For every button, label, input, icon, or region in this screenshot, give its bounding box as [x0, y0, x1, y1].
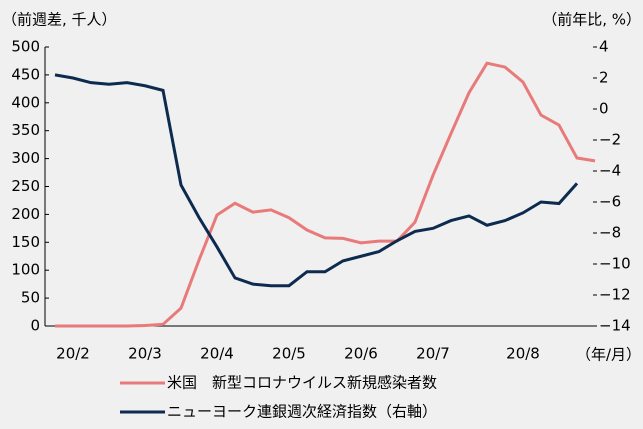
y-tick-label: 50 — [21, 289, 40, 307]
y2-tick-label: −10 — [599, 255, 631, 273]
y-tick-label: 300 — [11, 149, 40, 167]
y2-tick-label: −8 — [599, 224, 621, 242]
y-tick-label: 0 — [30, 317, 40, 335]
y2-axis-title: （前年比, %） — [542, 11, 641, 29]
y-tick-label: 450 — [11, 65, 40, 83]
y-tick-label: 400 — [11, 93, 40, 111]
legend-label: ニューヨーク連銀週次経済指数（右軸） — [167, 403, 437, 421]
x-tick-label: 20/3 — [128, 345, 162, 363]
x-tick-label: 20/4 — [200, 345, 234, 363]
x-tick-label: 20/8 — [506, 345, 540, 363]
y2-tick-label: 2 — [599, 69, 609, 87]
x-tick-label: 20/6 — [344, 345, 378, 363]
x-tick-label: 20/5 — [272, 345, 306, 363]
y2-tick-label: −2 — [599, 131, 621, 149]
y-tick-label: 200 — [11, 205, 40, 223]
line-series — [55, 61, 596, 328]
y-tick-label: 100 — [11, 261, 40, 279]
x-tick-label: 20/7 — [416, 345, 450, 363]
y2-tick-label: −14 — [599, 317, 631, 335]
y2-tick-label: 0 — [599, 100, 609, 118]
y-tick-label: 500 — [11, 38, 40, 56]
y-tick-label: 350 — [11, 121, 40, 139]
legend-label: 米国 新型コロナウイルス新規感染者数 — [167, 374, 437, 392]
y-axis-title: （前週差, 千人） — [2, 11, 117, 29]
y-tick-label: 150 — [11, 233, 40, 251]
y2-tick-label: 4 — [599, 38, 609, 56]
x-axis-title: （年/月） — [576, 346, 641, 364]
y2-tick-label: −12 — [599, 286, 631, 304]
y2-tick-label: −6 — [599, 193, 621, 211]
line-series — [54, 73, 579, 288]
y2-tick-label: −4 — [599, 162, 621, 180]
x-tick-label: 20/2 — [56, 345, 90, 363]
y-tick-label: 250 — [11, 177, 40, 195]
